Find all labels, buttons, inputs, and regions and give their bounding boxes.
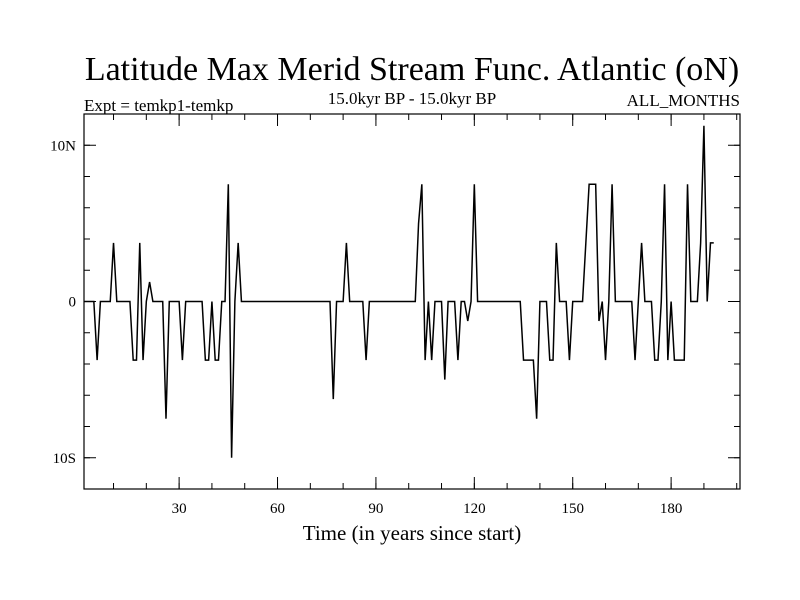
y-tick-label: 0 bbox=[69, 295, 77, 311]
experiment-label: Expt = temkp1-temkp bbox=[84, 96, 233, 115]
axis-ticks bbox=[84, 113, 740, 490]
series-points bbox=[83, 124, 716, 459]
x-tick-label: 30 bbox=[172, 501, 187, 517]
x-tick-label: 90 bbox=[368, 501, 383, 517]
y-tick-label: 10S bbox=[53, 451, 76, 467]
axis-tick-labels: 30 60 90 120 150 180 10N 0 10S bbox=[50, 138, 682, 517]
x-axis-label: Time (in years since start) bbox=[303, 521, 522, 545]
x-tick-label: 120 bbox=[463, 501, 486, 517]
y-tick-label: 10N bbox=[50, 138, 76, 154]
months-label: ALL_MONTHS bbox=[627, 91, 740, 110]
period-label: 15.0kyr BP - 15.0kyr BP bbox=[328, 89, 496, 108]
chart-title: Latitude Max Merid Stream Func. Atlantic… bbox=[85, 51, 739, 88]
x-tick-label: 180 bbox=[660, 501, 683, 517]
x-tick-label: 150 bbox=[561, 501, 584, 517]
x-tick-label: 60 bbox=[270, 501, 285, 517]
series-line bbox=[84, 125, 714, 458]
